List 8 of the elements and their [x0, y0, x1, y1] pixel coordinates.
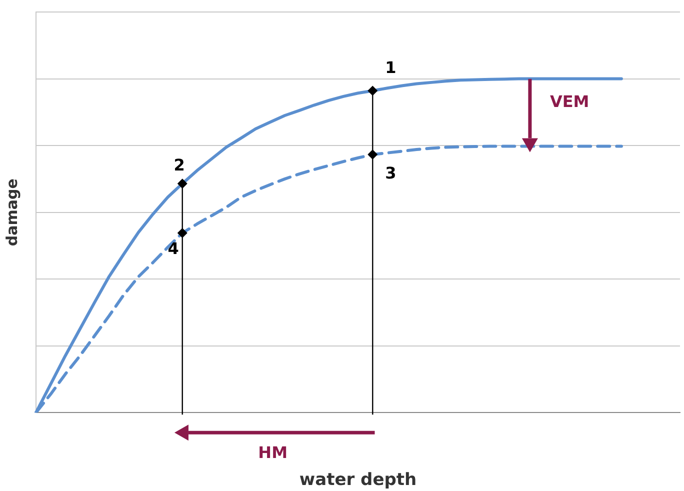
- x-axis-title: water depth: [299, 470, 417, 490]
- annotation: 4: [168, 239, 179, 258]
- annotation: 3: [385, 164, 396, 183]
- annotation: 1: [385, 58, 396, 77]
- annotation: 2: [174, 156, 185, 175]
- text: HM: [258, 442, 288, 462]
- annotation: VEM: [550, 92, 590, 112]
- y-axis-title: damage: [2, 178, 21, 246]
